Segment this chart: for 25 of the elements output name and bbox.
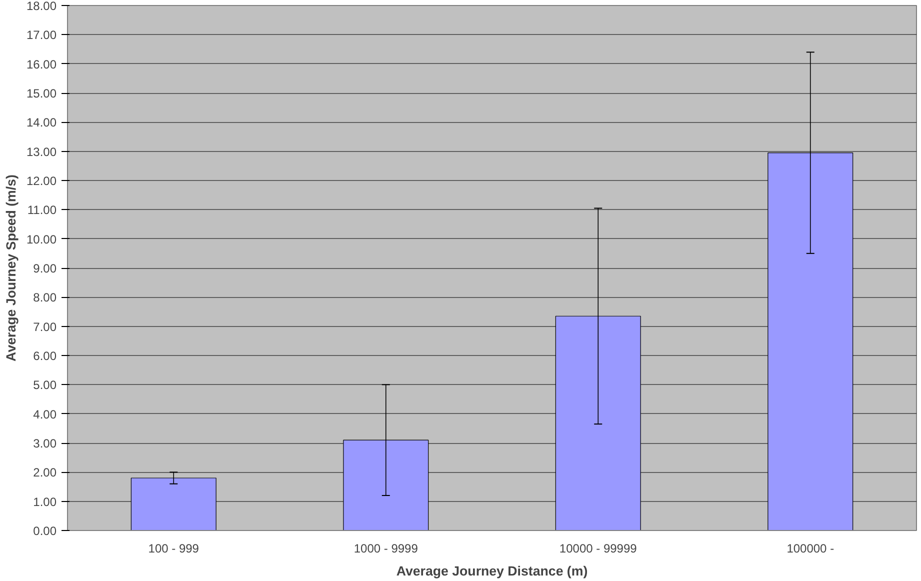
y-tick-label: 18.00 [26, 0, 57, 13]
y-tick-label: 1.00 [33, 494, 57, 509]
y-tick-label: 14.00 [26, 116, 57, 130]
x-tick-label: 100000 - [786, 542, 834, 556]
y-tick-label: 12.00 [26, 174, 57, 188]
x-tick-label: 100 - 999 [148, 542, 200, 556]
y-tick-label: 15.00 [26, 86, 57, 100]
y-tick-label: 0.00 [33, 524, 57, 538]
y-tick-label: 8.00 [33, 290, 57, 305]
y-tick-label: 7.00 [33, 320, 57, 334]
x-tick-label: 1000 - 9999 [354, 542, 418, 556]
y-tick-label: 13.00 [26, 144, 57, 159]
y-tick-label: 5.00 [33, 378, 57, 392]
y-tick-label: 4.00 [33, 407, 57, 422]
x-axis-title: Average Journey Distance (m) [396, 564, 588, 578]
y-tick-label: 10.00 [26, 232, 57, 246]
y-tick-label: 17.00 [26, 28, 57, 42]
y-tick-label: 2.00 [33, 466, 57, 480]
y-tick-label: 16.00 [26, 57, 57, 72]
y-tick-label: 9.00 [33, 262, 57, 276]
y-tick-label: 3.00 [33, 436, 57, 450]
y-tick-label: 11.00 [27, 203, 57, 218]
y-tick-label: 6.00 [33, 349, 57, 363]
y-axis-title: Average Journey Speed (m/s) [3, 174, 18, 362]
x-tick-label: 10000 - 99999 [559, 542, 638, 556]
